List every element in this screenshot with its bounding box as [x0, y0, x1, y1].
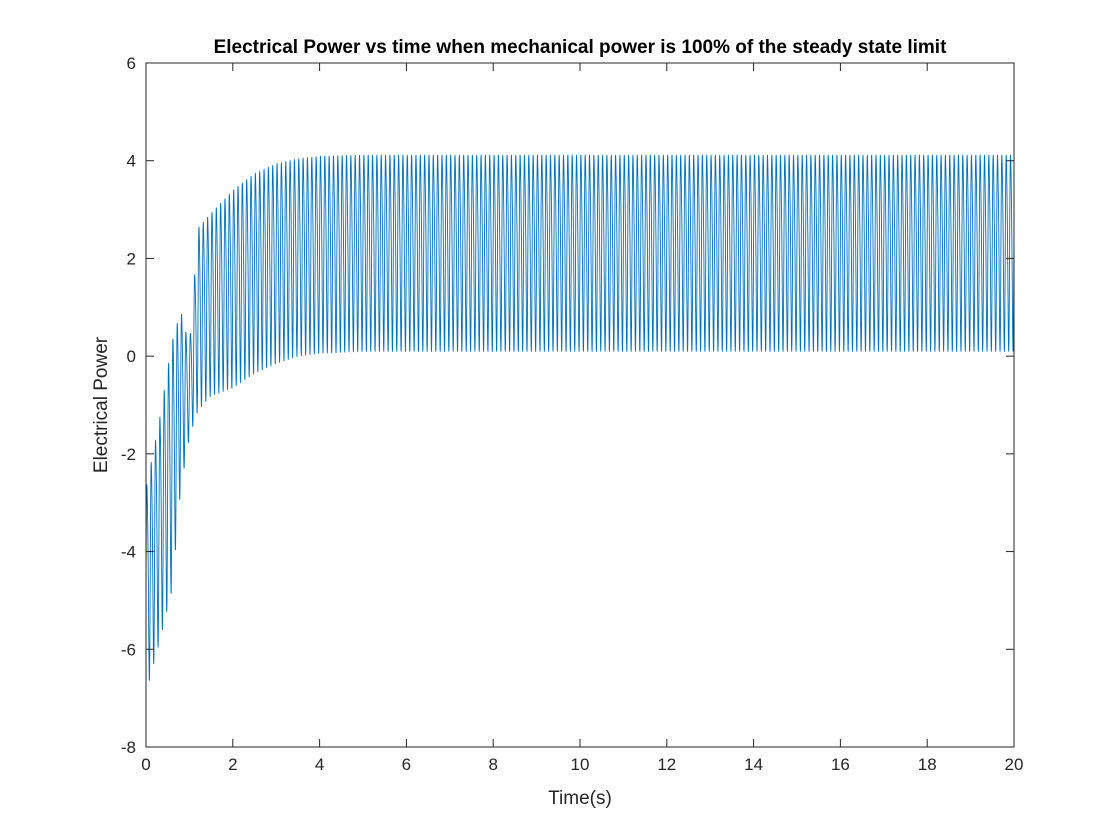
x-tick-label: 6: [402, 755, 411, 774]
y-tick-label: 0: [127, 347, 136, 366]
y-tick-label: 6: [127, 54, 136, 73]
y-axis-label: Electrical Power: [91, 336, 112, 473]
y-tick-label: -2: [121, 445, 136, 464]
x-tick-label: 10: [571, 755, 590, 774]
chart-title: Electrical Power vs time when mechanical…: [214, 37, 948, 58]
x-tick-label: 4: [315, 755, 324, 774]
y-tick-label: -6: [121, 640, 136, 659]
plot-area: [146, 63, 1014, 747]
y-tick-label: -4: [121, 543, 136, 562]
series-line-electrical-power: [146, 154, 1014, 681]
x-tick-label: 20: [1005, 755, 1024, 774]
x-tick-label: 8: [488, 755, 497, 774]
x-axis-label: Time(s): [548, 788, 612, 809]
x-tick-label: 14: [744, 755, 763, 774]
x-tick-label: 2: [228, 755, 237, 774]
x-tick-label: 0: [141, 755, 150, 774]
y-tick-label: 4: [127, 152, 136, 171]
y-tick-label: 2: [127, 249, 136, 268]
x-tick-label: 16: [831, 755, 850, 774]
ticks-layer: 0 2 4 6 8 10 12 14 16 18 20 -8 -6 -4 -2 0 2 4 6: [121, 54, 1024, 774]
x-tick-label: 12: [657, 755, 676, 774]
x-tick-label: 18: [918, 755, 937, 774]
y-tick-label: -8: [121, 738, 136, 757]
series-layer: [146, 154, 1014, 681]
plot-box: [145, 62, 1015, 748]
